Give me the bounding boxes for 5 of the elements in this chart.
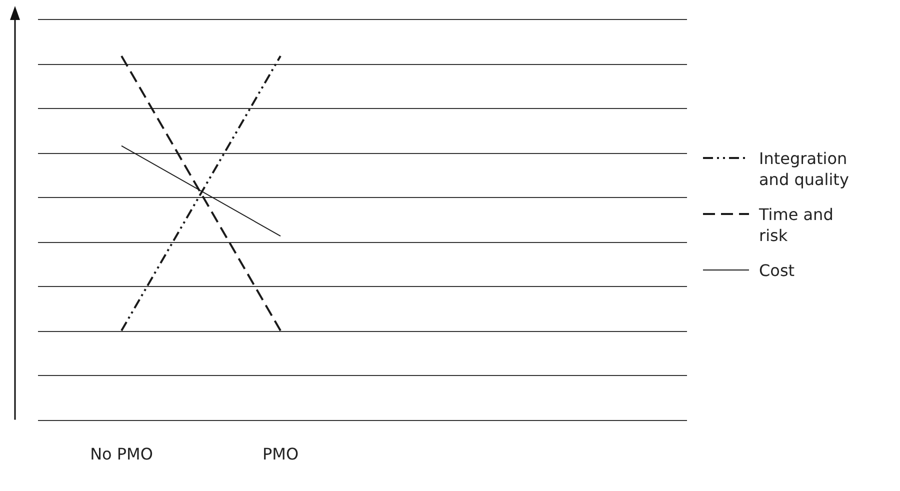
legend-label: Integration and quality bbox=[759, 148, 850, 190]
legend-label: Time and risk bbox=[759, 204, 834, 246]
x-tick-label: PMO bbox=[262, 444, 299, 464]
x-tick-label: No PMO bbox=[90, 444, 153, 464]
legend-label: Cost bbox=[759, 260, 795, 281]
